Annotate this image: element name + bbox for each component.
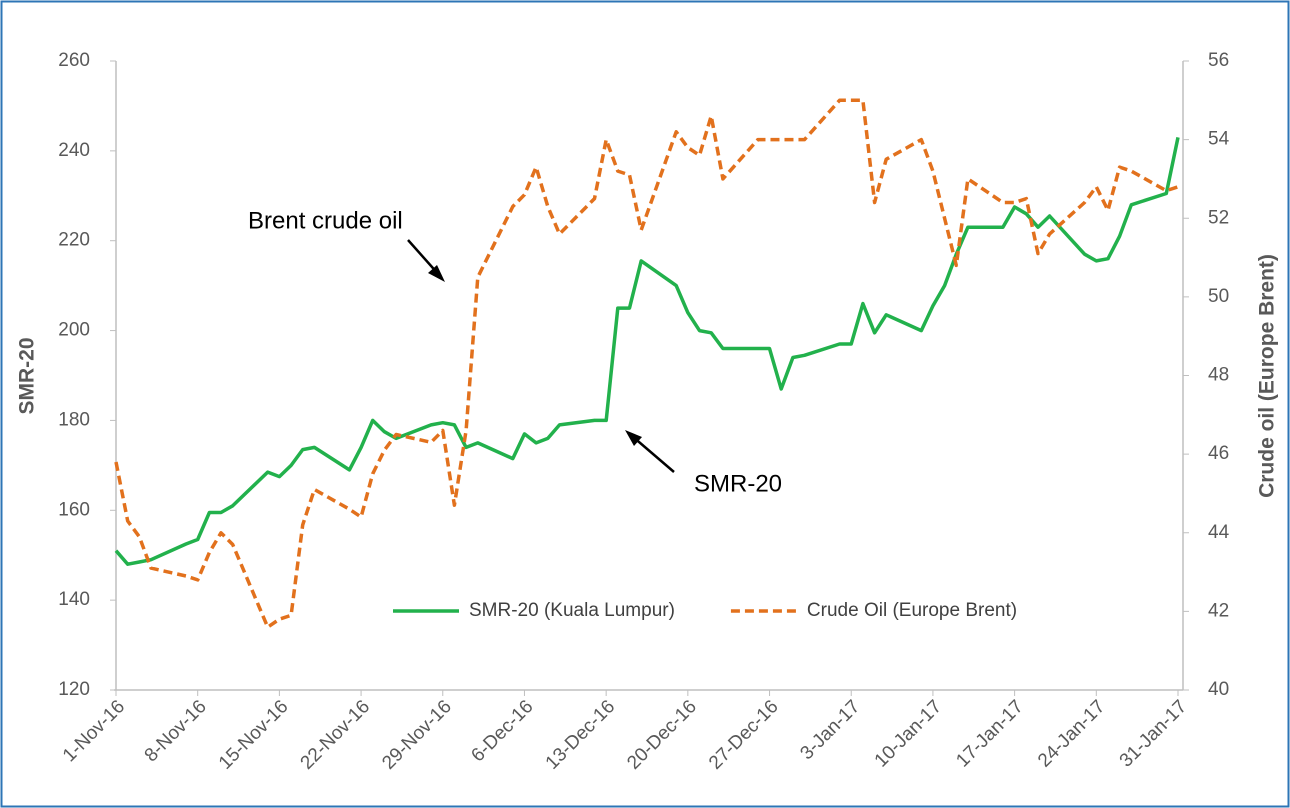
y-axis-label: SMR-20 <box>16 337 39 414</box>
y-tick-label: 140 <box>58 589 90 610</box>
legend-label: SMR-20 (Kuala Lumpur) <box>469 600 675 621</box>
y-tick-label: 160 <box>58 499 90 520</box>
y2-axis-label: Crude oil (Europe Brent) <box>1256 254 1279 498</box>
y2-tick-label: 42 <box>1208 600 1229 621</box>
y2-tick-label: 46 <box>1208 443 1229 464</box>
y2-tick-label: 44 <box>1208 522 1230 543</box>
annotation: SMR-20 <box>694 470 782 497</box>
y-tick-label: 220 <box>58 230 90 251</box>
y-tick-label: 260 <box>58 50 90 71</box>
y2-tick-label: 54 <box>1208 129 1230 150</box>
annotation-arrow <box>631 435 675 473</box>
annotation-arrowhead <box>428 265 445 282</box>
y2-tick-label: 50 <box>1208 286 1229 307</box>
annotation-arrowhead <box>625 430 642 446</box>
y2-tick-label: 52 <box>1208 207 1229 228</box>
series-line <box>114 137 1180 566</box>
annotation: Brent crude oil <box>248 207 403 234</box>
y-tick-label: 120 <box>58 679 90 700</box>
y-tick-label: 200 <box>58 320 90 341</box>
legend-label: Crude Oil (Europe Brent) <box>807 600 1017 621</box>
y-tick-label: 180 <box>58 409 90 430</box>
y-tick-label: 240 <box>58 140 90 161</box>
y2-tick-label: 48 <box>1208 365 1229 386</box>
y2-tick-label: 40 <box>1208 679 1229 700</box>
y2-tick-label: 56 <box>1208 50 1229 71</box>
series-line <box>114 98 1179 629</box>
